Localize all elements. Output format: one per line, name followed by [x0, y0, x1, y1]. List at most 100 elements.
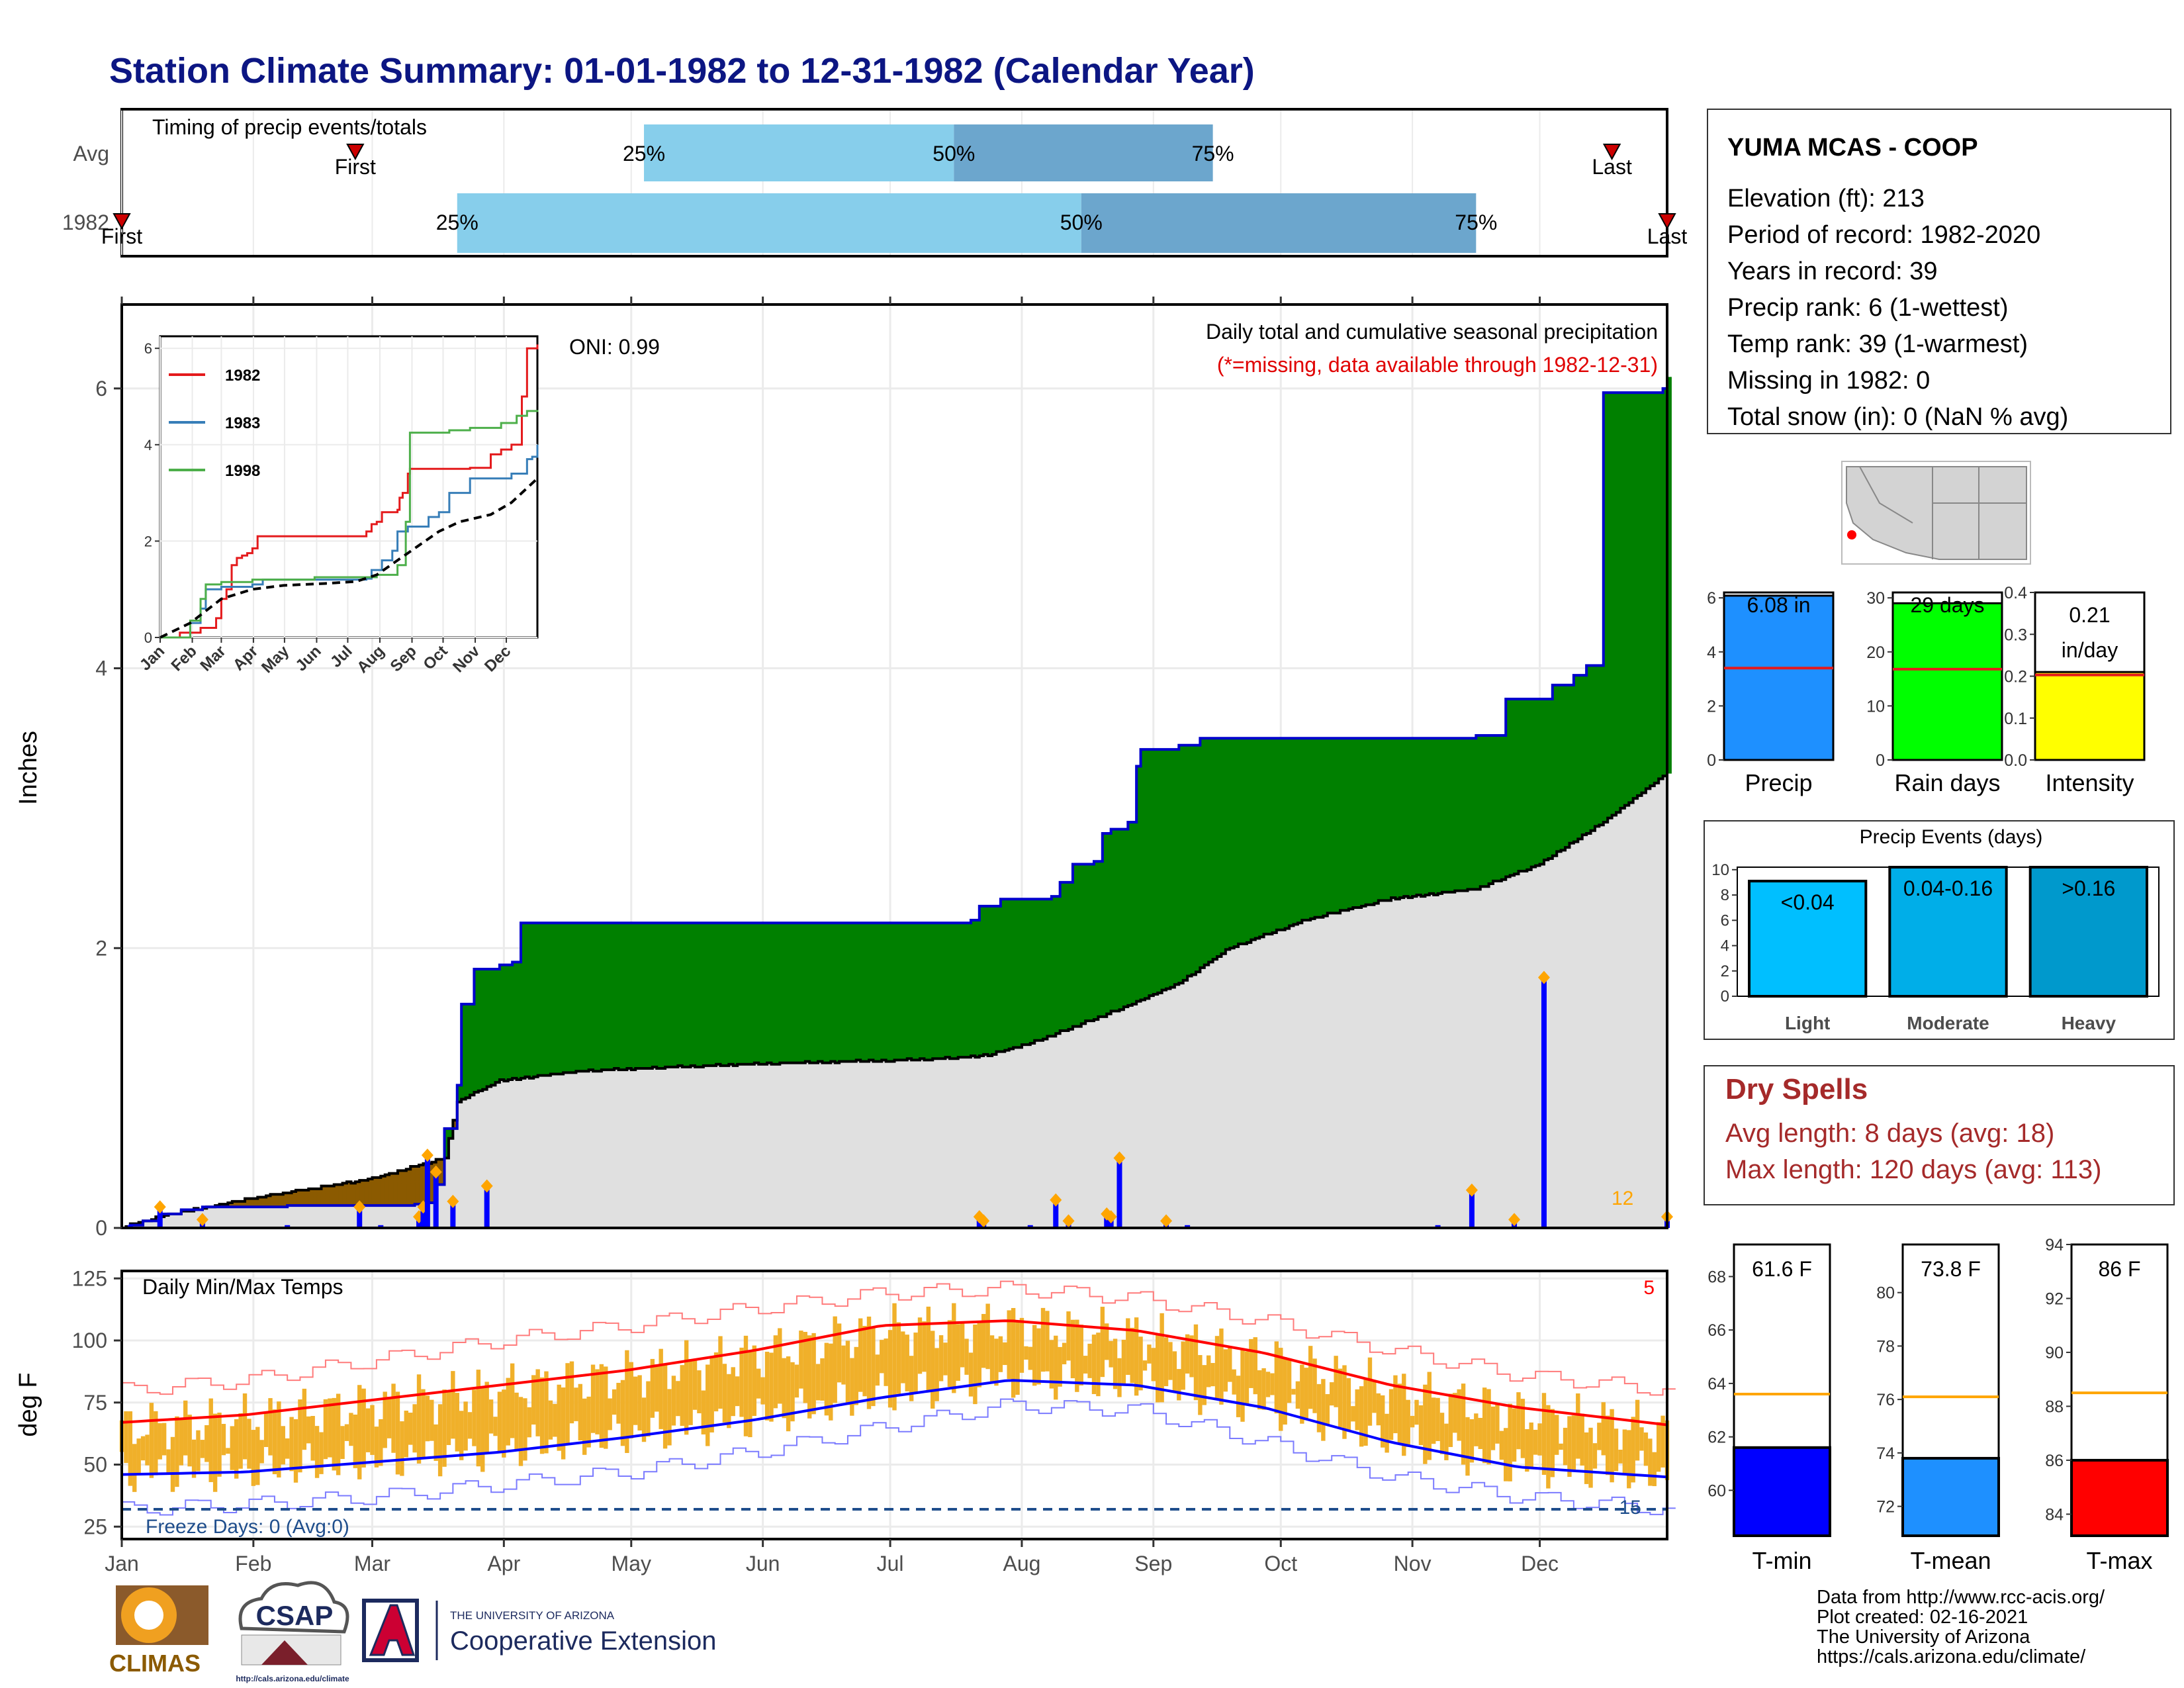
temp-bar-173: [850, 1358, 854, 1416]
temp-bar-24: [217, 1413, 222, 1477]
temp-bar-67: [400, 1421, 404, 1476]
month-label-Jun: Jun: [746, 1552, 780, 1575]
temp-bar-278: [1295, 1381, 1300, 1409]
temp-bar-202: [973, 1324, 978, 1405]
inset-line-1998: [160, 410, 539, 639]
temp-bar-18: [191, 1439, 197, 1478]
temp-bar-277: [1291, 1389, 1296, 1395]
temp-bar-61: [374, 1427, 379, 1468]
temp-bar-79: [451, 1371, 455, 1439]
temp-bar-164: [811, 1333, 816, 1415]
temp-bar-249: [1172, 1351, 1177, 1392]
temp-bar-29: [238, 1413, 243, 1469]
temp-bar-225: [1070, 1319, 1075, 1379]
temp-bar-110: [582, 1398, 587, 1455]
precip-marker-16: [1062, 1214, 1075, 1228]
temp-bar-69: [408, 1413, 413, 1445]
temp-bar-166: [820, 1358, 825, 1401]
csap-logo-text: CSAP: [256, 1600, 334, 1631]
temp-bar-363: [1656, 1422, 1661, 1472]
temp-bar-131: [671, 1376, 676, 1426]
summary-value-Rain days: 29 days: [1910, 593, 1984, 617]
temp-bar-14: [175, 1416, 179, 1487]
temp-bar-288: [1338, 1368, 1343, 1428]
temp-bar-56: [353, 1414, 358, 1468]
map-borders: [1859, 466, 2026, 559]
precip-marker-24: [1508, 1213, 1521, 1227]
temp-bar-307: [1418, 1405, 1424, 1446]
avg-q1-bar: [644, 124, 954, 181]
legend-1982: 1982: [225, 367, 260, 385]
temp-bar-72: [421, 1389, 426, 1458]
temp-bar-189: [917, 1317, 923, 1374]
csap-logo-url: http://cals.arizona.edu/climate: [236, 1674, 349, 1683]
avg-p25-label: 25%: [623, 142, 665, 165]
temp-bar-313: [1444, 1423, 1449, 1460]
temp-bar-8: [149, 1403, 154, 1478]
temp-bar-113: [595, 1369, 600, 1434]
temp-bar-272: [1270, 1373, 1275, 1395]
station-years: Years in record: 39: [1727, 258, 1938, 285]
climas-logo-sun-core: [134, 1601, 163, 1630]
timing-row-avg-label: Avg: [73, 142, 109, 165]
temp-bar-291: [1351, 1406, 1355, 1422]
temp-bar-26: [226, 1448, 230, 1454]
temp-bar-264: [1236, 1376, 1241, 1417]
temp-bar-36: [268, 1398, 273, 1456]
temp-bar-322: [1482, 1387, 1487, 1464]
temp-bar-175: [858, 1318, 863, 1392]
year-p25-label: 25%: [436, 211, 478, 234]
temp-bar-20: [200, 1440, 205, 1458]
temp-bar-257: [1206, 1355, 1211, 1387]
temp-bar-327: [1504, 1428, 1508, 1481]
precip-ytick-label-2: 2: [95, 936, 107, 960]
temp-bar-193: [934, 1348, 939, 1401]
temp-bar-161: [799, 1331, 803, 1389]
temp-bar-220: [1049, 1340, 1054, 1389]
temp-bar-136: [692, 1360, 698, 1410]
temp-bar-96: [523, 1398, 527, 1461]
temp-bar-190: [922, 1321, 927, 1372]
inset-ytick-label-4: 4: [144, 437, 152, 453]
temp-bar-350: [1601, 1402, 1606, 1456]
summary-label-Rain days: Rain days: [1894, 769, 2000, 796]
precip-bar-25: [1541, 977, 1547, 1228]
temp-bar-4: [132, 1444, 137, 1492]
temp-bar-267: [1249, 1338, 1253, 1388]
temp-bar-333: [1529, 1422, 1533, 1469]
precip-marker-9: [430, 1165, 442, 1179]
temp-bar-356: [1627, 1430, 1631, 1489]
temp-bar-328: [1508, 1403, 1512, 1481]
temp-bar-126: [650, 1358, 655, 1418]
events-bar-Moderate: [1888, 866, 2008, 998]
temp-bar-321: [1478, 1417, 1482, 1449]
temp-bar-82: [463, 1401, 468, 1451]
temp-bar-47: [314, 1426, 320, 1478]
precip-marker-4: [353, 1200, 366, 1214]
temp-bar-221: [1054, 1335, 1058, 1400]
temp-bar-146: [735, 1376, 740, 1407]
station-snow: Total snow (in): 0 (NaN % avg): [1727, 403, 2068, 431]
temp-bar-256: [1202, 1365, 1206, 1405]
temp-bar-9: [154, 1411, 158, 1476]
temp-bar-255: [1198, 1355, 1203, 1415]
events-category-Heavy: Heavy: [2062, 1013, 2116, 1033]
temp-bar-155: [773, 1335, 778, 1409]
temp-bar-294: [1363, 1380, 1368, 1446]
temp-bar-162: [803, 1332, 807, 1403]
temp-bar-238: [1126, 1318, 1130, 1375]
tempbar-tick-label-T-mean-76: 76: [1876, 1391, 1895, 1409]
temp-bar-210: [1007, 1310, 1011, 1380]
temp-bar-80: [455, 1393, 459, 1452]
temp-bar-93: [510, 1363, 515, 1438]
temp-bar-357: [1631, 1417, 1635, 1483]
temp-bar-171: [841, 1345, 846, 1385]
temp-bar-266: [1244, 1351, 1250, 1404]
month-label-Feb: Feb: [235, 1552, 271, 1575]
temp-bar-270: [1261, 1368, 1266, 1410]
temp-bar-315: [1453, 1393, 1457, 1433]
temp-bar-137: [697, 1370, 702, 1413]
temp-bar-236: [1117, 1358, 1122, 1397]
precip-marker-19: [1113, 1151, 1126, 1165]
temp-bar-111: [586, 1396, 591, 1448]
